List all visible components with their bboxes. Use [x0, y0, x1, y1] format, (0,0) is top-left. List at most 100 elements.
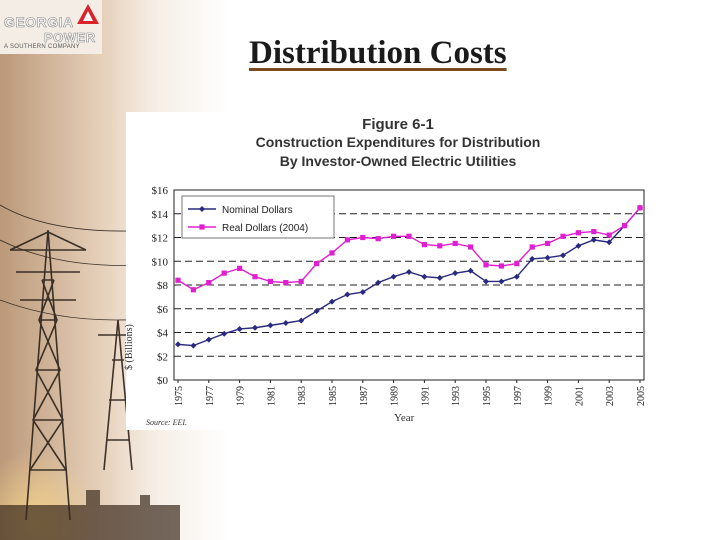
data-point — [344, 291, 351, 298]
y-tick-label: $8 — [157, 280, 169, 292]
data-point — [483, 278, 489, 285]
x-tick-label: 1997 — [513, 386, 524, 406]
plot-frame — [173, 189, 645, 381]
y-tick-label: $0 — [157, 375, 169, 387]
data-point — [282, 320, 289, 326]
data-point — [206, 280, 212, 286]
y-tick-label: $6 — [157, 304, 169, 316]
x-tick-label: 2001 — [574, 386, 585, 406]
y-tick-label: $12 — [152, 233, 169, 245]
y-tick-label: $10 — [152, 256, 169, 268]
data-point — [221, 330, 228, 337]
data-point — [529, 244, 535, 250]
data-point — [221, 270, 227, 276]
data-point — [452, 240, 458, 247]
y-axis-ticks: $0 $2 $4 $6 $8 $10 $12 $14 $16 — [152, 185, 169, 387]
x-tick-label: 1983 — [297, 386, 308, 406]
x-tick-label: 1987 — [359, 386, 370, 406]
data-point — [359, 289, 366, 296]
data-point — [467, 267, 474, 274]
x-tick-label: 2005 — [636, 386, 647, 406]
data-point — [267, 322, 274, 329]
data-point — [513, 273, 520, 280]
series-group — [175, 204, 643, 349]
legend-label: Nominal Dollars — [222, 205, 293, 216]
data-point — [483, 262, 489, 268]
legend-swatch-marker — [199, 206, 205, 212]
data-point — [390, 273, 397, 280]
x-tick-label: 2003 — [605, 386, 616, 406]
x-tick-label: 1977 — [205, 386, 216, 406]
data-point — [237, 265, 243, 271]
data-point — [329, 250, 335, 256]
data-point — [514, 261, 520, 267]
data-point — [498, 263, 504, 269]
data-point — [590, 236, 597, 243]
data-point — [406, 233, 412, 239]
data-point — [190, 287, 196, 293]
data-point — [391, 233, 397, 239]
x-tick-label: 1979 — [236, 386, 247, 406]
data-point — [437, 243, 443, 249]
data-point — [313, 308, 320, 315]
georgia-power-logo: GEORGIA POWER A SOUTHERN COMPANY — [0, 0, 102, 54]
chart-title: Construction Expenditures for Distributi… — [255, 134, 541, 150]
data-point — [591, 228, 597, 235]
data-point — [436, 274, 443, 281]
logo-tagline: A SOUTHERN COMPANY — [4, 44, 80, 50]
data-point — [314, 261, 320, 267]
data-point — [175, 341, 181, 348]
x-tick-label: 1999 — [544, 386, 555, 406]
data-point — [190, 342, 197, 349]
data-point — [452, 270, 459, 277]
x-tick-label: 1975 — [174, 386, 185, 406]
legend-swatch-marker — [199, 224, 205, 230]
figure-image: Figure 6-1 Construction Expenditures for… — [124, 112, 670, 430]
data-point — [622, 223, 628, 229]
legend-label: Real Dollars (2004) — [222, 223, 308, 234]
chart-subtitle: By Investor-Owned Electric Utilities — [279, 153, 517, 169]
legend: Nominal Dollars Real Dollars (2004) — [181, 195, 335, 239]
data-point — [498, 278, 505, 285]
data-point — [283, 280, 289, 286]
slide-title: Distribution Costs — [249, 35, 507, 71]
y-tick-label: $14 — [152, 209, 169, 221]
data-point — [421, 273, 428, 280]
data-point — [544, 254, 551, 261]
logo-word-power: POWER — [44, 30, 96, 46]
y-tick-label: $2 — [157, 351, 168, 363]
data-point — [298, 278, 304, 285]
x-tick-label: 1985 — [328, 386, 339, 406]
x-axis-label: Year — [394, 412, 415, 424]
data-point — [560, 233, 566, 239]
figure-label: Figure 6-1 — [362, 116, 434, 133]
data-point — [637, 205, 643, 211]
line-chart: $0$2$4$6$8$10$12$14$16 1975 1977 1979 1981 1… — [152, 185, 648, 406]
y-tick-label: $16 — [152, 185, 169, 197]
data-point — [606, 232, 612, 238]
data-point — [575, 242, 582, 249]
data-point — [575, 230, 581, 236]
data-point — [406, 268, 412, 275]
data-point — [560, 252, 566, 259]
x-tick-label: 1989 — [390, 386, 401, 406]
data-point — [360, 234, 366, 241]
data-point — [375, 279, 382, 286]
x-tick-label: 1991 — [420, 386, 431, 406]
data-point — [468, 244, 474, 250]
y-tick-label: $4 — [157, 328, 169, 340]
data-point — [545, 240, 551, 247]
logo-word-georgia: GEORGIA — [4, 14, 74, 31]
x-tick-label: 1995 — [482, 386, 493, 406]
data-point — [205, 336, 212, 343]
data-point — [344, 237, 350, 243]
data-point — [606, 239, 613, 246]
data-point — [267, 278, 273, 285]
y-axis-label: $ (Billions) — [124, 324, 135, 370]
data-point — [252, 274, 258, 280]
source-note: Source: EEI. — [146, 418, 188, 427]
data-point — [375, 236, 381, 242]
logo-triangle-icon — [77, 4, 99, 24]
data-point — [329, 298, 335, 305]
data-point — [175, 277, 181, 283]
